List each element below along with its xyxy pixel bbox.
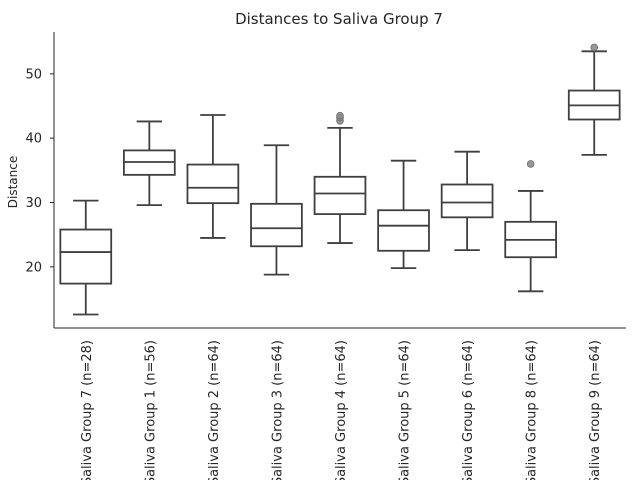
box-3 bbox=[186, 114, 240, 239]
y-tick-label: 20 bbox=[25, 260, 42, 275]
x-axis-labels: Saliva Group 7 (n=28) Saliva Group 1 (n=5… bbox=[80, 340, 603, 480]
y-axis-ticks: 20 30 40 50 bbox=[25, 67, 54, 275]
iqr-box bbox=[250, 202, 303, 248]
x-tick-label: Saliva Group 7 (n=28) bbox=[80, 340, 95, 480]
x-tick-label: Saliva Group 1 (n=56) bbox=[143, 340, 158, 480]
x-tick-label: Saliva Group 2 (n=64) bbox=[207, 340, 222, 480]
iqr-box bbox=[186, 163, 240, 205]
box-2 bbox=[123, 120, 176, 206]
box-5 bbox=[313, 111, 367, 244]
chart-title: Distances to Saliva Group 7 bbox=[235, 10, 443, 28]
x-tick-label: Saliva Group 5 (n=64) bbox=[398, 340, 413, 480]
x-tick-label: Saliva Group 9 (n=64) bbox=[588, 340, 603, 480]
box-9 bbox=[567, 43, 621, 156]
x-tick-label: Saliva Group 3 (n=64) bbox=[270, 340, 285, 480]
y-tick-label: 30 bbox=[25, 196, 42, 211]
x-tick-label: Saliva Group 4 (n=64) bbox=[334, 340, 349, 480]
iqr-box bbox=[440, 183, 494, 219]
box-1 bbox=[59, 199, 113, 316]
iqr-box bbox=[59, 228, 113, 285]
iqr-box bbox=[313, 175, 367, 216]
y-tick-label: 50 bbox=[25, 67, 42, 82]
box-7 bbox=[440, 150, 494, 252]
box-4 bbox=[250, 144, 303, 276]
outlier-point bbox=[526, 160, 535, 168]
x-tick-label: Saliva Group 6 (n=64) bbox=[461, 340, 476, 480]
y-axis-label: Distance bbox=[6, 156, 20, 208]
box-6 bbox=[377, 159, 430, 270]
iqr-box bbox=[377, 209, 430, 252]
box-8 bbox=[504, 160, 557, 293]
x-tick-label: Saliva Group 8 (n=64) bbox=[525, 340, 540, 480]
outlier-point bbox=[590, 43, 599, 52]
boxes-group bbox=[59, 43, 621, 316]
outlier-point bbox=[336, 111, 344, 120]
y-tick-label: 40 bbox=[25, 132, 42, 147]
